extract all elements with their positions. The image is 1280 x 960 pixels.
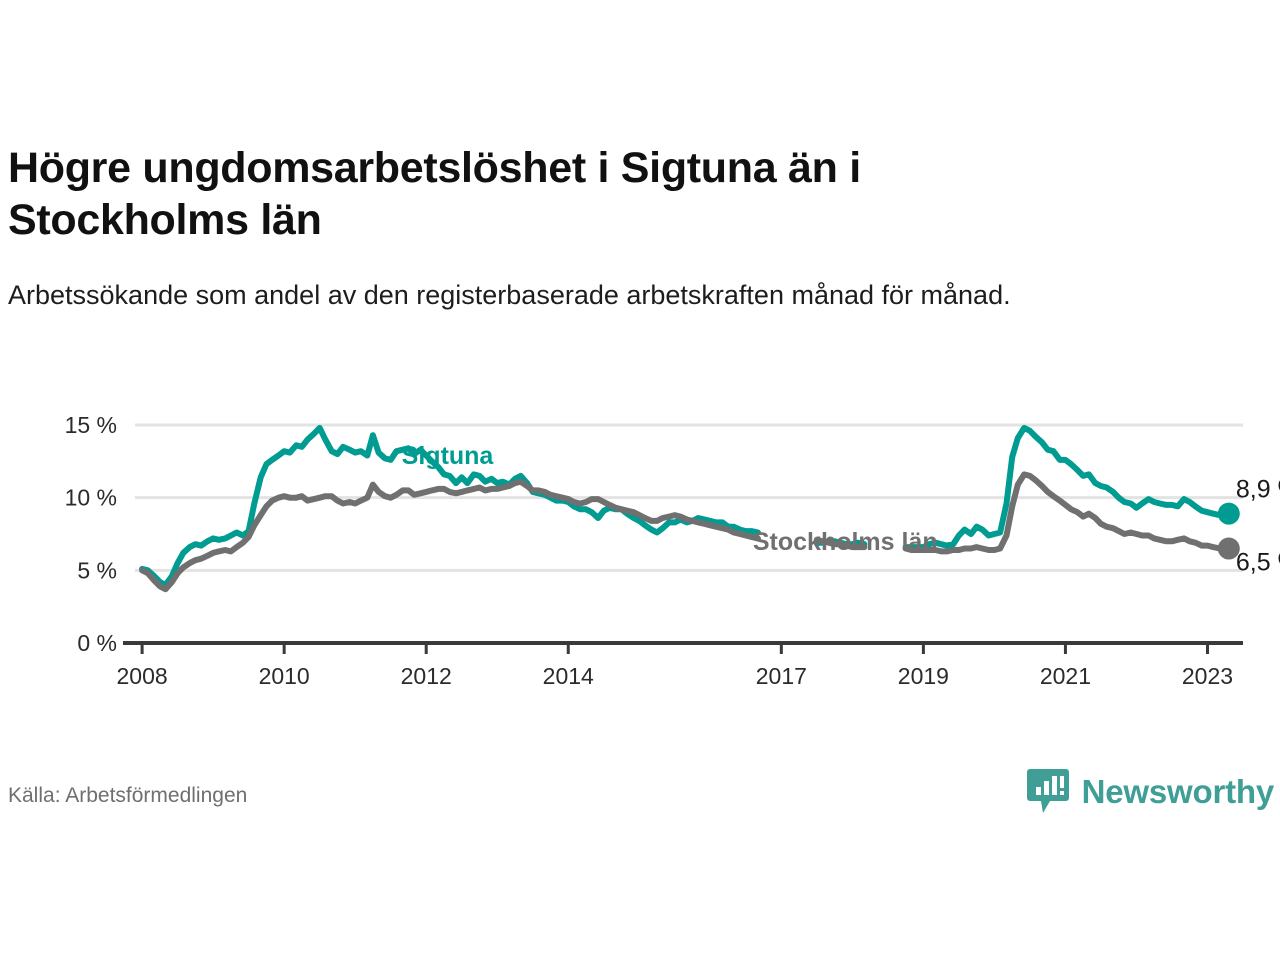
series-line (902, 424, 1232, 551)
end-value-label: 6,5 % (1236, 548, 1280, 576)
end-point-markers (1217, 502, 1240, 560)
end-value-label: 8,9 % (1236, 476, 1280, 504)
y-axis-tick-label: 0 % (77, 630, 117, 656)
brand-logo: Newsworthy (1026, 768, 1274, 816)
series-name-label: Sigtuna (402, 442, 495, 470)
x-axis-tick-label: 2010 (259, 663, 310, 689)
bar-chart-speech-bubble-icon (1026, 769, 1069, 813)
x-axis-tick-label: 2008 (117, 663, 168, 689)
series-line (902, 471, 1232, 555)
chart-svg: 0 %5 %10 %15 % 2008 2010 2012 2014 2017 2019 2… (65, 412, 1280, 689)
brand-name: Newsworthy (1081, 773, 1275, 810)
source-note: Källa: Arbetsförmedlingen (8, 784, 248, 807)
x-axis-tick-label: 2019 (898, 663, 949, 689)
x-axis-tick-label: 2014 (543, 663, 594, 689)
series-line (139, 478, 761, 593)
y-axis-ticks: 0 % 5 % 10 % 15 % (65, 412, 117, 656)
x-axis (123, 641, 1243, 654)
x-axis-tick-label: 2017 (756, 663, 807, 689)
y-axis-tick-label: 5 % (77, 557, 117, 583)
series-name-label: Stockholms län (753, 528, 938, 556)
y-axis-tick-label: 10 % (65, 485, 117, 511)
x-axis-tick-label: 2023 (1182, 663, 1233, 689)
line-chart: 0 % 5 % 10 % 15 % 2008 2010 2012 2014 2017 2019 2… (0, 398, 1280, 698)
y-axis-tick-label: 15 % (65, 412, 117, 438)
page-title: Högre ungdomsarbetslöshet i Sigtuna än i… (8, 144, 861, 244)
end-point-marker (1217, 537, 1240, 560)
page-subtitle: Arbetssökande som andel av den registerb… (8, 280, 1011, 310)
x-axis-ticks: 2008 2010 2012 2014 2017 2019 2021 2023 (117, 663, 1234, 689)
data-series (139, 424, 1232, 593)
series-annotations: Sigtuna Stockholms län 8,9 % 6,5 % (402, 442, 1280, 576)
series-line (813, 536, 868, 551)
x-axis-tick-label: 2021 (1040, 663, 1091, 689)
end-point-marker (1217, 502, 1240, 525)
x-axis-tick-label: 2012 (401, 663, 452, 689)
series-line (139, 424, 761, 588)
